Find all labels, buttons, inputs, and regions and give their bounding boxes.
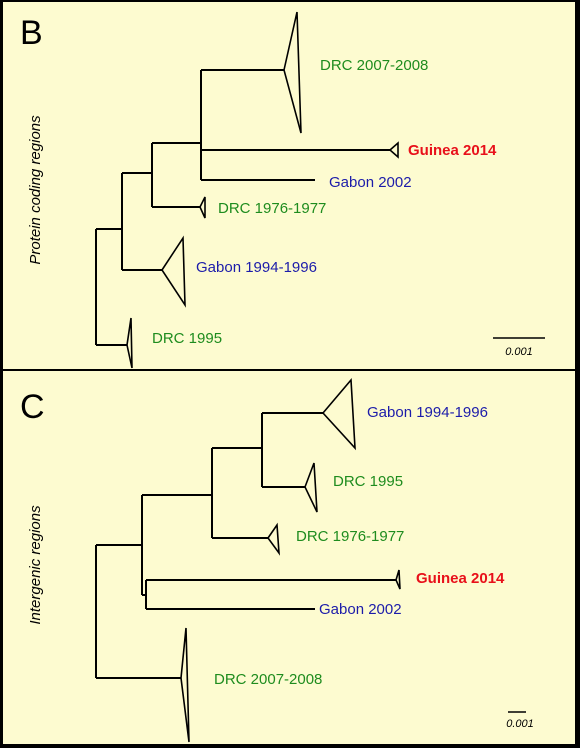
- clade-label: Guinea 2014: [408, 142, 497, 159]
- scale-label: 0.001: [505, 346, 533, 358]
- clade-triangle-drc-2007-2008: [283, 11, 302, 134]
- tree-branch: [121, 172, 162, 271]
- tree-branch: [151, 142, 201, 208]
- panel-side-label: Intergenic regions: [27, 505, 44, 625]
- clade-triangle-drc-1976-1977: [267, 522, 280, 556]
- clade-triangle-drc-1995: [304, 462, 318, 513]
- clade-triangle-gabon-1994-1996: [161, 235, 186, 308]
- tree-branch: [261, 412, 323, 488]
- clade-label: Gabon 1994-1996: [196, 259, 317, 276]
- clade-label: Gabon 2002: [329, 174, 412, 191]
- panel-b: B Protein coding regions DRC 2007-2008 G…: [20, 11, 545, 369]
- tree-branch: [95, 544, 181, 679]
- panel-side-label: Protein coding regions: [27, 115, 44, 265]
- tree-branch: [145, 579, 396, 610]
- clade-label: DRC 2007-2008: [320, 57, 428, 74]
- clade-label: Guinea 2014: [416, 570, 505, 587]
- tree-branch: [95, 228, 127, 346]
- clade-triangle-drc-1995: [126, 317, 133, 369]
- clade-triangle-guinea-2014: [395, 569, 401, 590]
- figure-background: [3, 2, 575, 744]
- panel-letter: C: [20, 388, 45, 426]
- clade-label: DRC 1995: [333, 473, 403, 490]
- panel-letter: B: [20, 14, 43, 52]
- clade-label: DRC 2007-2008: [214, 671, 322, 688]
- scale-label: 0.001: [506, 718, 534, 730]
- clade-label: Gabon 1994-1996: [367, 404, 488, 421]
- tree-branch: [211, 447, 268, 539]
- clade-label: DRC 1995: [152, 330, 222, 347]
- clade-triangle-guinea-2014: [388, 141, 399, 159]
- clade-label: DRC 1976-1977: [218, 200, 326, 217]
- clade-triangle-drc-2007-2008: [180, 627, 190, 743]
- tree-branch: [200, 69, 390, 181]
- clade-label: Gabon 2002: [319, 601, 402, 618]
- clade-triangle-gabon-1994-1996: [321, 377, 356, 451]
- clade-triangle-drc-1976-1977: [199, 196, 206, 219]
- clade-label: DRC 1976-1977: [296, 528, 404, 545]
- panel-c: C Intergenic regions Gabon 1994-1996 DRC…: [20, 377, 534, 743]
